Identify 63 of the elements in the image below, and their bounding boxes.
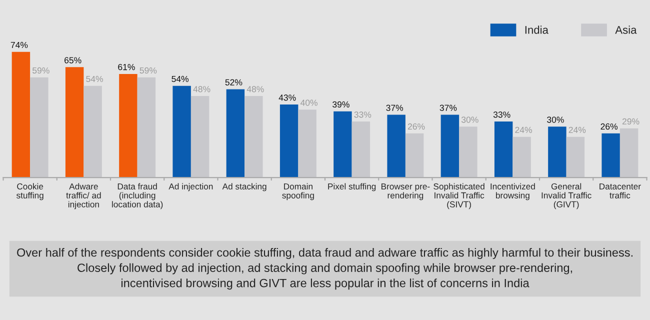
- bar: [405, 133, 424, 178]
- x-tick-label: Pixel stuffing: [328, 183, 376, 192]
- bar: [190, 96, 210, 178]
- bar: [65, 67, 84, 178]
- x-tick-label: General Invalid Traffic (GIVT): [542, 183, 592, 210]
- bar: [459, 126, 478, 178]
- bar: [137, 77, 156, 178]
- bar: [602, 133, 620, 178]
- bar: [387, 114, 406, 178]
- bar: [548, 126, 566, 178]
- data-label: 30%: [461, 116, 478, 123]
- legend-label: India: [525, 26, 548, 34]
- data-label: 37%: [386, 104, 404, 111]
- x-tick-label: Data fraud (including location data): [112, 183, 163, 210]
- bar: [280, 104, 298, 178]
- legend-label: Asia: [615, 26, 637, 34]
- x-tick-label: Cookie stuffing: [16, 183, 44, 200]
- text: Over half of the respondents consider cookie stuffing, data fraud and adware traffic as highly harmful to their business. Closely followed by ad injection, ad stacking and domain spoofing while browser pre-rendering, incentivised browsing and GIVT are less popular in the list of concerns in India: [17, 248, 632, 290]
- bar: [84, 86, 102, 178]
- x-tick-label: Sophisticated Invalid Traffic (SIVT): [434, 183, 484, 210]
- x-tick-label: Browser pre- rendering: [382, 183, 430, 200]
- bar: [512, 136, 531, 178]
- bar: [12, 52, 30, 178]
- x-tick-label: Domain spoofing: [282, 183, 314, 200]
- bar: [440, 114, 460, 178]
- data-label: 59%: [32, 67, 50, 74]
- data-label: 48%: [193, 86, 210, 92]
- bar: [334, 111, 352, 178]
- bar: [226, 89, 245, 178]
- data-label: 39%: [332, 101, 350, 108]
- data-label: 26%: [600, 123, 618, 130]
- x-tick-label: Datacenter traffic: [600, 183, 641, 198]
- data-label: 33%: [354, 112, 372, 118]
- x-tick-label: Ad stacking: [222, 183, 266, 192]
- data-label: 59%: [140, 67, 157, 74]
- data-label: 24%: [515, 126, 532, 133]
- x-tick-label: Adware traffic/ ad injection: [66, 183, 101, 210]
- data-label: 61%: [118, 64, 135, 70]
- data-label: 30%: [547, 116, 564, 123]
- bar: [620, 128, 638, 178]
- x-tick-label: Incentivized browsing: [490, 183, 535, 200]
- bar: [119, 74, 138, 178]
- bar: [172, 86, 191, 178]
- data-label: 40%: [300, 100, 318, 106]
- bar: [494, 122, 513, 178]
- data-label: 43%: [278, 94, 296, 101]
- data-label: 33%: [493, 112, 510, 118]
- bar: [244, 96, 263, 178]
- data-label: 24%: [568, 126, 586, 133]
- data-label: 37%: [440, 104, 457, 111]
- bar: [566, 136, 585, 178]
- bar: [352, 122, 370, 178]
- data-label: 26%: [408, 123, 425, 130]
- data-label: 54%: [86, 76, 103, 82]
- data-label: 54%: [172, 76, 189, 82]
- bar: [298, 110, 316, 178]
- data-label: 52%: [225, 79, 242, 86]
- data-label: 65%: [64, 57, 82, 64]
- data-label: 29%: [622, 118, 640, 125]
- bar: [30, 77, 48, 178]
- data-label: 48%: [246, 86, 264, 92]
- x-tick-label: Ad injection: [168, 183, 213, 192]
- data-label: 74%: [10, 42, 28, 48]
